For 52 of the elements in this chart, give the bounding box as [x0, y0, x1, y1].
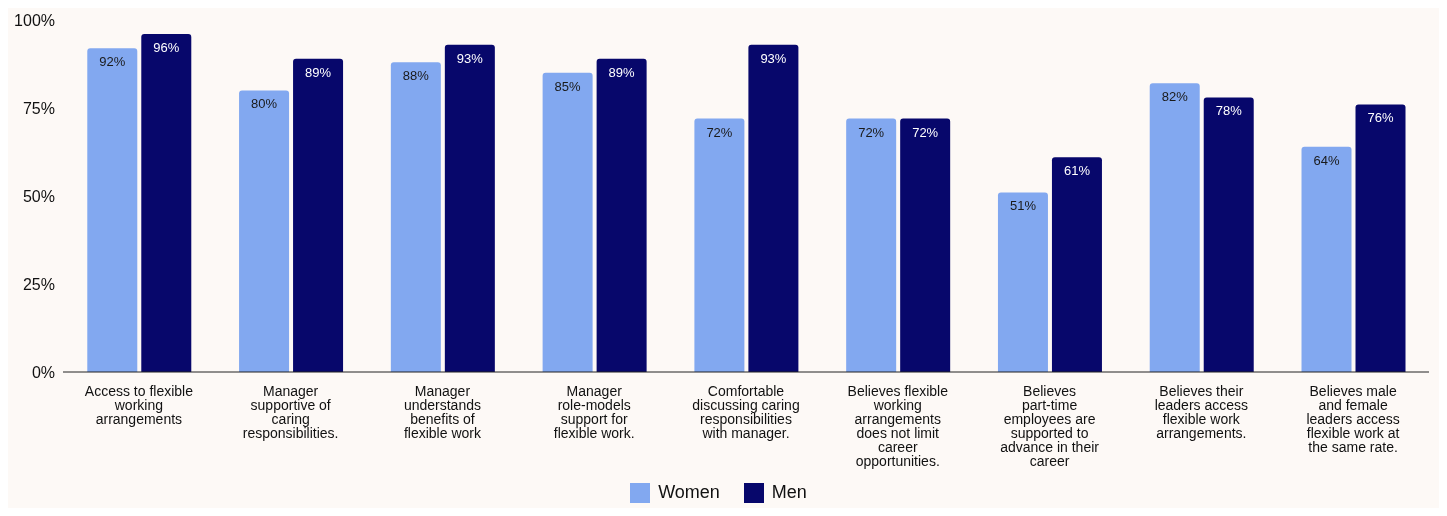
- bar: [997, 192, 1048, 372]
- x-tick-label: Believes their leaders access flexible work arrangements.: [1154, 382, 1249, 441]
- data-label: 93%: [760, 50, 787, 66]
- bar: [390, 62, 441, 372]
- bar: [87, 48, 138, 372]
- data-label: 51%: [1009, 198, 1037, 214]
- data-label: 72%: [858, 124, 885, 140]
- x-tick-label: Believes male and female leaders access flexible work at the same rate.: [1306, 382, 1400, 455]
- x-tick-label: Comfortable discussing caring responsibilities with manager.: [692, 382, 800, 441]
- data-label: 64%: [1313, 152, 1340, 168]
- y-tick-label: 75%: [22, 99, 55, 117]
- y-tick-label: 100%: [14, 11, 55, 29]
- data-label: 82%: [1161, 89, 1189, 105]
- legend-label: Men: [770, 482, 807, 503]
- data-label: 76%: [1367, 110, 1394, 126]
- data-label: 92%: [99, 54, 126, 70]
- x-tick-label: Access to flexible working arrangements: [84, 382, 194, 427]
- data-label: 78%: [1215, 103, 1243, 119]
- bar: [141, 34, 192, 372]
- bar: [596, 58, 647, 372]
- data-label: 93%: [456, 50, 484, 66]
- data-label: 85%: [554, 78, 582, 94]
- x-tick-label: Manager supportive of caring responsibilities.: [242, 382, 339, 441]
- x-tick-label: Believes flexible working arrangements does not limit career opportunities.: [847, 382, 949, 469]
- legend-label: Women: [657, 482, 720, 503]
- x-tick-label: Manager role-models support for flexible work.: [553, 382, 635, 441]
- y-tick-label: 0%: [31, 363, 55, 381]
- data-label: 96%: [153, 40, 180, 56]
- x-tick-label: Believes part-time employees are supported to advance in their career: [1000, 382, 1100, 469]
- y-tick-label: 25%: [22, 275, 55, 293]
- bar: [900, 118, 951, 372]
- data-label: 80%: [251, 96, 278, 112]
- bar: [444, 44, 495, 372]
- bar: [1051, 157, 1102, 372]
- bar: [1355, 104, 1406, 372]
- bar: [748, 44, 799, 372]
- data-label: 88%: [402, 68, 430, 84]
- bar: [239, 90, 290, 372]
- x-tick-label: Manager understands benefits of flexible work: [403, 382, 482, 441]
- data-label: 72%: [912, 124, 939, 140]
- bar: [694, 118, 745, 372]
- bar: [1301, 146, 1352, 372]
- bar: [542, 72, 593, 372]
- bar: [846, 118, 897, 372]
- bar: [293, 58, 344, 372]
- bar: [1203, 97, 1254, 372]
- data-label: 89%: [305, 64, 332, 80]
- data-label: 72%: [706, 124, 733, 140]
- data-label: 61%: [1063, 163, 1091, 179]
- data-label: 89%: [608, 64, 636, 80]
- bar: [1149, 83, 1200, 372]
- y-tick-label: 50%: [22, 187, 55, 205]
